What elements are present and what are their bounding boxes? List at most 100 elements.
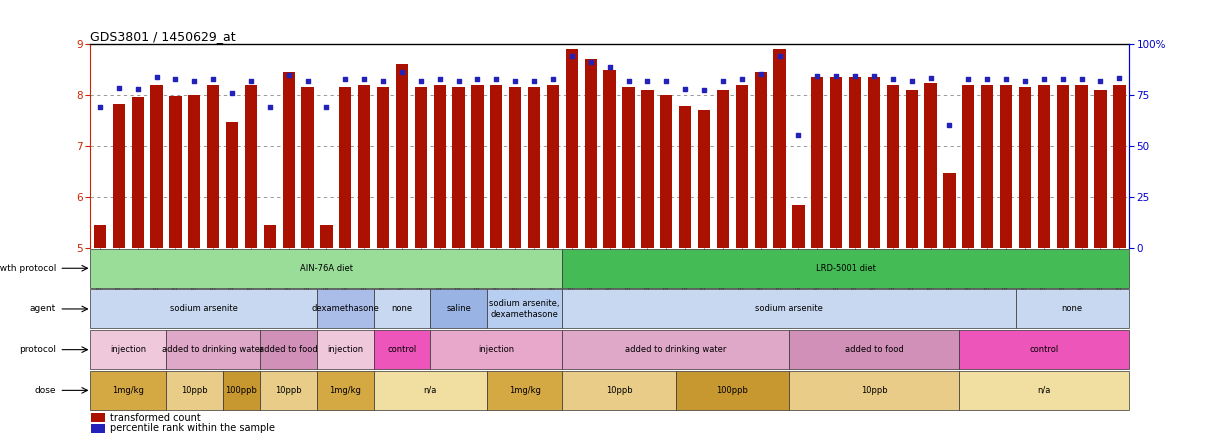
Bar (1037, 85, 1050, 248)
Text: percentile rank within the sample: percentile rank within the sample (110, 423, 275, 433)
Bar (562, 249, 1129, 288)
Bar (812, 77, 824, 248)
Bar (789, 371, 959, 410)
Bar (282, 72, 294, 248)
Point (675, 86, 695, 93)
Point (505, 78, 525, 85)
Text: added to drinking water: added to drinking water (625, 345, 726, 354)
Bar (622, 87, 634, 248)
Bar (226, 122, 238, 248)
Bar (223, 371, 260, 410)
Bar (868, 77, 880, 248)
Point (165, 75, 185, 83)
Text: none: none (392, 305, 412, 313)
Bar (317, 330, 374, 369)
Point (317, 104, 336, 111)
Point (921, 75, 941, 82)
Text: 1mg/kg: 1mg/kg (509, 386, 540, 395)
Bar (959, 371, 1129, 410)
Text: sodium arsenite,
dexamethasone: sodium arsenite, dexamethasone (490, 299, 560, 319)
Point (468, 75, 487, 83)
Bar (962, 85, 974, 248)
Text: 10ppb: 10ppb (605, 386, 632, 395)
Bar (490, 85, 503, 248)
Bar (562, 371, 675, 410)
Bar (642, 90, 654, 248)
Text: agent: agent (30, 305, 57, 313)
Bar (886, 85, 898, 248)
Point (147, 73, 166, 80)
Bar (1094, 90, 1107, 248)
Text: n/a: n/a (1037, 386, 1050, 395)
Bar (675, 371, 789, 410)
Point (298, 78, 317, 85)
Text: protocol: protocol (19, 345, 57, 354)
Bar (792, 205, 804, 248)
Point (978, 75, 997, 83)
Text: 10ppb: 10ppb (275, 386, 302, 395)
Point (599, 63, 620, 70)
Bar (260, 371, 317, 410)
Point (241, 78, 260, 85)
Bar (302, 87, 314, 248)
Bar (789, 330, 959, 369)
Point (638, 78, 657, 85)
Bar (90, 330, 166, 369)
Bar (603, 70, 616, 248)
Bar (943, 173, 955, 248)
Bar (92, 424, 105, 432)
Text: added to food: added to food (259, 345, 318, 354)
Point (865, 72, 884, 79)
Bar (1015, 289, 1129, 329)
Point (487, 75, 507, 83)
Point (808, 72, 827, 79)
Text: added to food: added to food (844, 345, 903, 354)
Bar (166, 371, 223, 410)
Point (996, 75, 1015, 83)
Bar (358, 85, 370, 248)
Bar (169, 96, 182, 248)
Text: GDS3801 / 1450629_at: GDS3801 / 1450629_at (90, 30, 236, 43)
Text: injection: injection (110, 345, 146, 354)
Text: LRD-5001 diet: LRD-5001 diet (815, 264, 876, 273)
Text: injection: injection (479, 345, 515, 354)
Bar (317, 289, 374, 329)
Bar (1000, 85, 1012, 248)
Text: control: control (387, 345, 416, 354)
Bar (566, 49, 578, 248)
Text: AIN-76A diet: AIN-76A diet (300, 264, 353, 273)
Point (374, 78, 393, 85)
Point (109, 85, 128, 92)
Point (845, 72, 865, 79)
Point (449, 78, 468, 85)
Point (769, 52, 789, 59)
Bar (431, 289, 487, 329)
Bar (562, 289, 1015, 329)
Point (1110, 75, 1129, 82)
Point (1035, 75, 1054, 83)
Text: 1mg/kg: 1mg/kg (112, 386, 145, 395)
Bar (374, 371, 487, 410)
Point (128, 86, 147, 93)
Point (883, 75, 902, 83)
Point (279, 71, 298, 79)
Point (204, 75, 223, 83)
Bar (716, 90, 730, 248)
Bar (487, 371, 562, 410)
Text: 10ppb: 10ppb (181, 386, 207, 395)
Bar (260, 330, 317, 369)
Text: 10ppb: 10ppb (861, 386, 888, 395)
Bar (415, 87, 427, 248)
Bar (562, 330, 789, 369)
Bar (245, 85, 257, 248)
Point (1053, 75, 1072, 83)
Bar (321, 225, 333, 248)
Bar (90, 371, 166, 410)
Bar (131, 97, 144, 248)
Bar (92, 413, 105, 422)
Bar (452, 87, 464, 248)
Text: sodium arsenite: sodium arsenite (170, 305, 238, 313)
Point (411, 78, 431, 85)
Bar (374, 289, 431, 329)
Point (1072, 75, 1091, 83)
